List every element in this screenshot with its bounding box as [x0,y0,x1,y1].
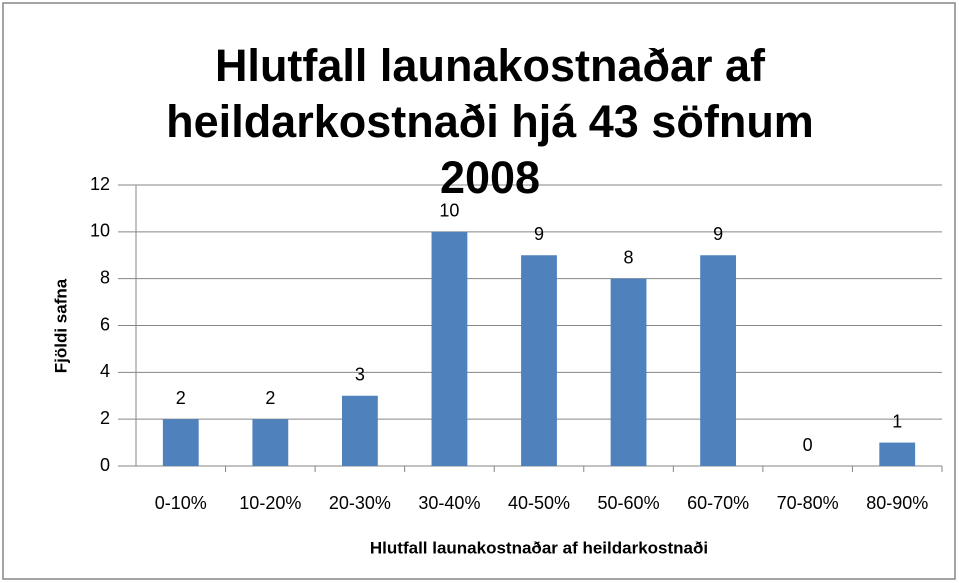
x-axis-label: Hlutfall launakostnaðar af heildarkostna… [370,538,708,557]
x-tick-label: 40-50% [508,493,570,513]
x-tick-label: 20-30% [329,493,391,513]
data-label: 3 [355,365,365,385]
data-label: 9 [534,224,544,244]
bar [879,442,916,466]
y-tick-label: 8 [100,267,110,287]
x-tick-label: 30-40% [418,493,480,513]
y-axis-label: Fjöldi safna [51,278,70,373]
x-tick-label: 60-70% [687,493,749,513]
data-label: 2 [176,388,186,408]
data-label: 10 [439,201,459,221]
data-label: 8 [624,247,634,267]
y-tick-label: 4 [100,361,110,381]
y-tick-label: 10 [90,221,110,241]
data-label: 1 [892,411,902,431]
chart-title: Hlutfall launakostnaðar af heildarkostna… [166,40,814,203]
x-tick-label: 70-80% [777,493,839,513]
bar [341,395,378,466]
x-tick-label: 50-60% [598,493,660,513]
data-label: 9 [713,224,723,244]
bar [610,278,647,466]
y-tick-label: 0 [100,455,110,475]
y-tick-label: 2 [100,408,110,428]
data-label: 0 [803,435,813,455]
bar [431,231,468,466]
bar [162,419,199,466]
x-tick-label: 0-10% [155,493,207,513]
x-tick-label: 10-20% [239,493,301,513]
x-tick-label: 80-90% [866,493,928,513]
y-tick-label: 12 [90,174,110,194]
bar [700,255,737,466]
bar [521,255,557,466]
bar [252,419,289,466]
data-label: 2 [265,388,275,408]
y-tick-label: 6 [100,314,110,334]
